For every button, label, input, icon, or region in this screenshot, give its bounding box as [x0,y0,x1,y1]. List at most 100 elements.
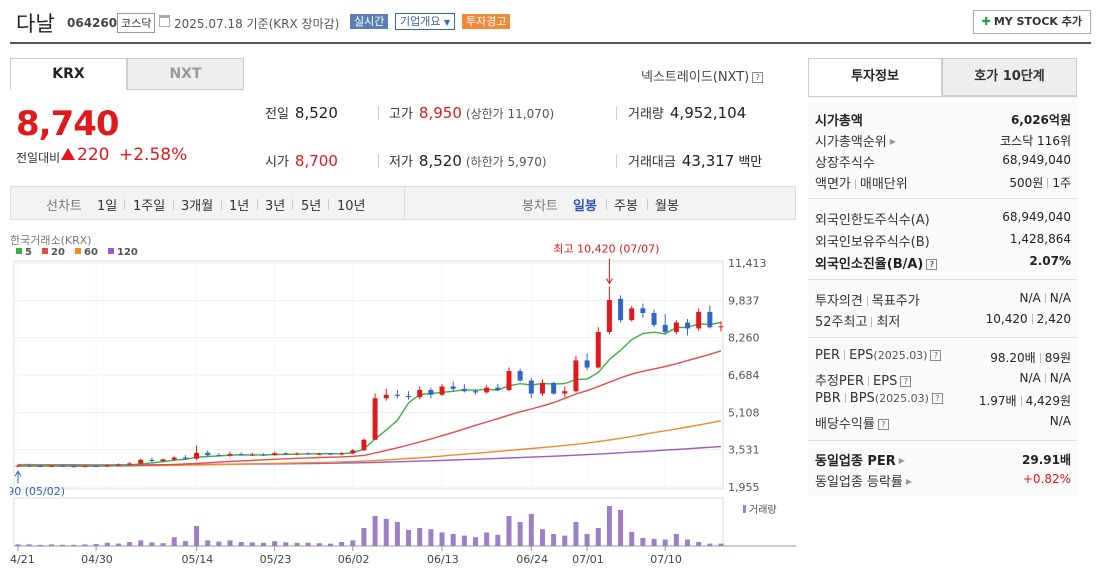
divider [378,154,379,168]
tab-hoga-10[interactable]: 호가 10단계 [942,58,1077,96]
help-icon[interactable]: ? [900,376,912,387]
volume-bar [82,544,88,546]
period-5y[interactable]: 5년 [301,199,322,214]
pbr-label-wrap: PBR BPS(2025.03)? [815,391,943,406]
divider [808,337,1077,338]
upper-limit: (상한가 11,070) [465,107,555,121]
volume-bar [305,542,311,546]
period-monthly[interactable]: 월봉 [655,199,679,214]
caret-right-icon: ▶ [905,477,913,486]
y-tick-label: 1,955 [728,481,760,494]
volume: 거래량 4,952,104 [628,103,746,122]
realtime-button[interactable]: 실시간 [349,13,390,30]
candle-body [327,453,333,455]
candle-body [283,453,289,455]
divider [647,199,648,210]
volume-bar [361,528,367,546]
w52-high-label: 52주최고 [815,315,868,330]
period-3y[interactable]: 3년 [265,199,286,214]
plus-icon: ✚ [981,15,991,28]
rank-row[interactable]: 시가총액순위 ▶ 코스닥 116위 [815,129,1071,150]
w52-value-wrap: 10,420 2,420 [986,312,1071,326]
volume-bar [294,542,300,546]
candle-body [227,453,233,456]
add-my-stock-button[interactable]: ✚ MY STOCK 추가 [972,10,1091,34]
candle-body [696,311,702,329]
candle-body [707,311,713,328]
y-tick-label: 5,108 [728,406,760,419]
volume-bar [573,522,579,546]
est-per-row: 추정PER EPS? N/A N/A [815,368,1071,389]
period-weekly[interactable]: 주봉 [614,199,638,214]
divider [328,199,329,210]
tab-nxt[interactable]: NXT [127,58,244,90]
volume-bar [26,544,32,546]
volume-bar [606,506,612,546]
candle-body [428,390,434,395]
change-amount: 220 [61,145,109,165]
volume-bar [15,544,21,546]
help-icon[interactable]: ? [877,419,889,430]
candle-body [194,452,200,459]
help-icon[interactable]: ? [752,72,764,83]
candle-body [71,466,77,468]
foreign-hold-row: 외국인보유주식수(B) 1,428,864 [815,229,1071,250]
period-3m[interactable]: 3개월 [181,199,214,214]
eps-label: EPS [849,348,874,363]
divider [292,199,293,210]
candle-body [127,463,133,465]
market-badge: 코스닥 [117,13,156,33]
candle-body [562,391,568,394]
w52-low-value: 2,420 [1036,312,1071,326]
candle-body [473,391,479,393]
candle-body [383,394,389,399]
volume-bar [685,539,691,546]
low-value: 8,520 [418,152,462,170]
period-10y[interactable]: 10년 [337,199,366,214]
volume-legend-swatch [743,505,746,513]
investment-warning-badge[interactable]: 투자경고 [461,13,512,30]
tab-invest-info[interactable]: 투자정보 [808,58,942,96]
shares-label: 상장주식수 [815,156,875,171]
volume-bar [618,510,624,546]
chart-source-label: 한국거래소(KRX) [10,234,92,247]
candle-body [249,454,255,456]
legend-swatch [75,248,81,254]
help-icon[interactable]: ? [926,259,938,270]
volume-bar [71,544,77,546]
volume-bar [182,541,188,546]
period-1y[interactable]: 1년 [229,199,250,214]
up-triangle-icon [61,148,75,160]
prev-close-value: 8,520 [294,104,338,122]
quote-date: 2025.07.18 기준(KRX 장마감) [174,17,340,31]
change-value: 220 [77,145,110,165]
ma5-line [18,321,722,467]
price-chart[interactable]: 11,413 9,837 8,260 6,684 5,108 3,531 1,955 04/2… [10,230,796,569]
period-1w[interactable]: 1주일 [133,199,166,214]
nxt-help-link[interactable]: 넥스트레이드(NXT)? [641,66,764,85]
pbr-row: PBR BPS(2025.03)? 1.97배 4,429원 [815,389,1071,409]
tab-krx[interactable]: KRX [10,58,127,90]
candle-body [149,459,155,462]
industry-rate-label-wrap: 동일업종 등락률 ▶ [815,471,912,490]
candle-body [573,360,579,392]
divider [124,199,125,210]
company-overview-dropdown[interactable]: 기업개요 ▼ [395,13,456,30]
industry-per-row[interactable]: 동일업종 PER ▶ 29.91배 [815,448,1071,469]
help-icon[interactable]: ? [930,350,942,361]
divider [1047,178,1049,188]
volume-bar [372,516,378,546]
help-icon[interactable]: ? [931,393,943,404]
divider [871,317,873,327]
period-daily[interactable]: 일봉 [573,199,597,214]
industry-rate-row[interactable]: 동일업종 등락률 ▶ +0.82% [815,469,1071,490]
period-1d[interactable]: 1일 [97,199,118,214]
divider [844,393,846,403]
opinion-row: 투자의견 목표주가 N/A N/A [815,288,1071,309]
w52-low-label: 최저 [876,315,901,330]
w52-high-value: 10,420 [985,312,1028,326]
opinion-value: N/A [1019,291,1041,305]
exchange-tabs: KRX NXT [10,58,244,90]
divider [1044,373,1046,383]
volume-bar [260,542,266,546]
